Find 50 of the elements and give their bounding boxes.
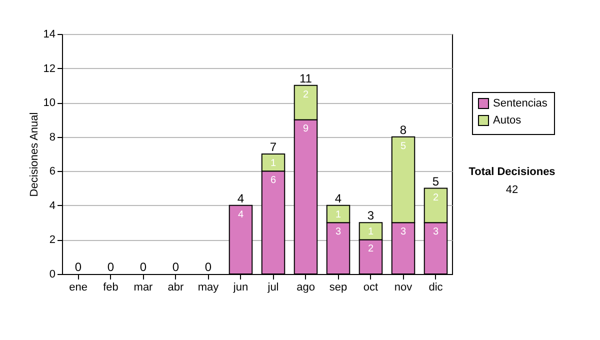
total-label: 7 xyxy=(270,140,277,154)
y-tick-label: 12 xyxy=(43,62,56,75)
data-label: 3 xyxy=(432,226,439,238)
x-tick-label: mar xyxy=(134,282,154,294)
y-tick-label: 8 xyxy=(49,131,56,144)
total-label: 0 xyxy=(140,260,147,274)
data-label: 3 xyxy=(335,226,342,238)
legend-label: Sentencias xyxy=(493,98,548,110)
x-tick-label: feb xyxy=(103,282,118,294)
total-label: 3 xyxy=(367,208,374,223)
total-label: 0 xyxy=(107,260,114,274)
total-label: 4 xyxy=(237,191,244,206)
x-tick-label: oct xyxy=(363,282,378,294)
y-tick-label: 2 xyxy=(49,234,56,246)
y-axis-title: Decisiones Anual xyxy=(28,112,40,197)
data-label: 2 xyxy=(432,192,439,204)
y-tick-label: 10 xyxy=(43,97,56,110)
y-tick-label: 6 xyxy=(49,166,56,178)
x-tick-label: jun xyxy=(232,282,248,294)
x-tick-label: dic xyxy=(428,282,444,294)
data-label: 1 xyxy=(368,226,374,238)
data-label: 1 xyxy=(270,158,276,169)
x-tick-label: ene xyxy=(69,282,88,294)
x-tick-label: sep xyxy=(329,282,348,294)
data-label: 4 xyxy=(238,209,244,220)
total-label: 5 xyxy=(432,174,440,188)
data-label: 3 xyxy=(400,226,406,238)
data-label: 1 xyxy=(335,209,342,220)
total-label: 0 xyxy=(74,260,82,274)
data-label: 6 xyxy=(270,175,276,186)
text: 42 xyxy=(506,184,518,196)
x-tick-label: may xyxy=(198,282,220,294)
data-label: 2 xyxy=(302,89,309,100)
x-tick-label: nov xyxy=(394,282,413,294)
total-label: 4 xyxy=(334,191,342,206)
total-label: 0 xyxy=(204,260,212,274)
total-label: 11 xyxy=(300,71,312,86)
data-label: 9 xyxy=(302,124,309,135)
x-tick-label: ago xyxy=(296,282,315,294)
x-tick-label: abr xyxy=(168,282,184,294)
total-label: 8 xyxy=(400,122,407,137)
x-tick-label: jul xyxy=(266,282,279,294)
total-label: 0 xyxy=(172,260,180,274)
y-tick-label: 14 xyxy=(43,28,56,40)
data-label: 5 xyxy=(400,140,406,152)
y-tick-label: 0 xyxy=(49,268,56,280)
data-label: 2 xyxy=(368,244,374,255)
text: Total Decisiones xyxy=(468,166,556,178)
y-tick-label: 4 xyxy=(49,200,56,212)
legend-label: Autos xyxy=(493,114,522,126)
